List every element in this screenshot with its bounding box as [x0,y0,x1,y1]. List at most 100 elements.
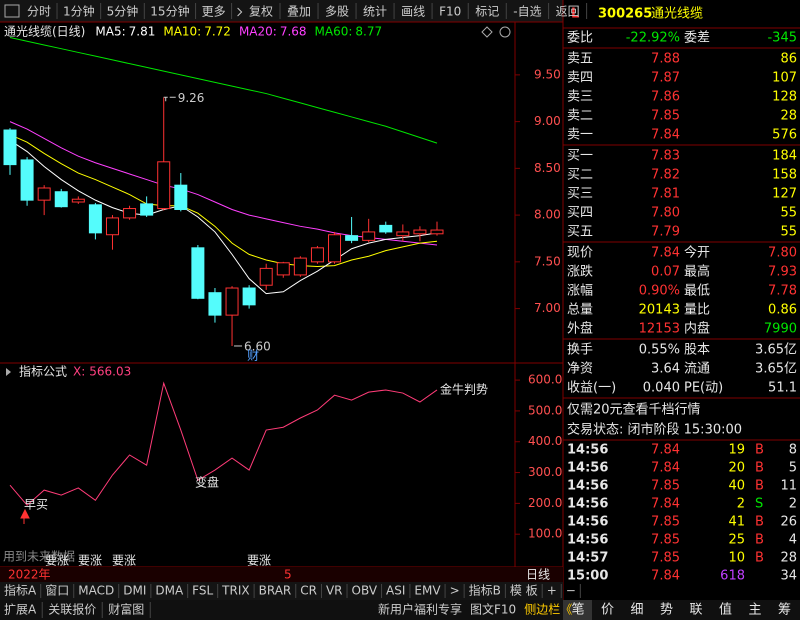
quote-tab[interactable]: 联 [689,603,702,618]
quote-tab[interactable]: 势 [660,602,673,618]
book-price: 7.84 [651,128,680,143]
toolbar-button[interactable]: -自选 [513,5,541,19]
status-button[interactable]: 财富图 [108,602,144,617]
book-label: 卖一 [567,128,593,143]
ma-label: MA20: [239,25,277,39]
field-label: 委差 [684,31,710,46]
candle-body [276,262,290,276]
toolbar-button[interactable]: F10 [439,5,461,19]
toolbar-button[interactable]: 多股 [325,5,349,19]
status-button[interactable]: 扩展A [4,603,37,617]
quote-tab[interactable]: 价 [601,603,614,618]
indicator-tab[interactable]: BRAR [259,584,292,598]
note-label: 要涨 [78,553,102,568]
status-button[interactable]: 关联报价 [48,602,96,617]
status-button[interactable]: 侧边栏《 [524,602,572,617]
toolbar-button[interactable]: 叠加 [287,5,311,19]
promo-link[interactable]: 仅需20元查看千档行情 [567,402,701,418]
ma-value: 7.81 [129,25,156,39]
indicator-tab[interactable]: FSL [192,584,213,598]
toolbar-button[interactable]: 分时 [27,5,51,19]
field-label: 涨跌 [567,264,593,280]
y-tick-label: 7.00 [534,301,561,315]
field-label: 股本 [684,343,710,358]
indicator-tab[interactable]: − [566,584,576,598]
field-label: 最高 [684,264,710,280]
toolbar-button[interactable]: 更多 [202,5,226,19]
indicator-tab[interactable]: EMV [414,584,441,598]
field-label: PE(动) [684,381,723,396]
indicator-tab[interactable]: ASI [386,584,405,598]
icon[interactable] [499,26,511,38]
toolbar-button[interactable]: 1分钟 [63,4,95,19]
book-volume: 55 [780,206,797,221]
toolbar-button[interactable]: 画线 [401,5,425,19]
indicator-tab[interactable]: OBV [352,584,378,598]
tick-time: 14:57 [567,551,608,566]
book-volume: 576 [772,128,797,143]
indicator-line [9,381,438,506]
tick-count: 26 [780,515,797,530]
tick-price: 7.85 [651,551,680,566]
icon[interactable] [481,26,493,38]
toolbar-button[interactable]: 返回 [556,5,580,19]
book-price: 7.86 [651,90,680,105]
indicator-tab[interactable]: VR [326,584,343,598]
indicator-value: 566.03 [89,365,131,379]
indicator-tab[interactable]: TRIX [221,584,249,598]
note-label: 用到未来数据 [3,549,75,564]
candle-body [37,187,51,201]
menu-icon[interactable] [4,4,20,18]
tick-volume: 618 [720,569,745,584]
tick-side: B [755,443,764,458]
book-price: 7.85 [651,109,680,124]
tick-time: 15:00 [567,569,608,584]
field-label: 收益(一) [567,381,616,396]
signal-label: 早买 [24,498,48,512]
event-marker[interactable]: 财 [247,348,259,362]
candle-body [328,234,342,263]
candle-body [140,203,154,216]
tick-time: 14:56 [567,443,608,458]
indicator-tab[interactable]: 指标B [469,583,501,598]
y-tick-label: 7.50 [534,254,561,268]
status-button[interactable]: 图文F10 [470,602,516,617]
indicator-tab[interactable]: CR [300,584,317,598]
toolbar-button[interactable]: 5分钟 [107,4,139,19]
quote-tab[interactable]: 值 [719,602,732,618]
book-volume: 184 [772,149,797,164]
quote-tab[interactable]: 筹 [778,602,791,618]
note-label: 要涨 [112,553,136,568]
indicator-tab[interactable]: 窗口 [45,584,69,598]
ma-line [9,36,438,144]
toolbar-button[interactable]: 标记 [475,5,499,19]
quote-tab[interactable]: 细 [630,603,643,618]
y-tick-label: 400.0 [528,434,562,448]
toolbar-button[interactable]: 15分钟 [150,4,189,19]
book-label: 卖三 [567,90,593,105]
book-price: 7.79 [651,225,680,240]
tick-volume: 25 [728,533,745,548]
book-price: 7.88 [651,52,680,67]
field-label: 量比 [684,303,710,318]
quote-tab[interactable]: 主 [748,603,761,618]
indicator-tab[interactable]: MACD [78,584,114,598]
tick-volume: 40 [728,479,745,494]
indicator-tab[interactable]: + [547,584,557,598]
y-tick-label: 600.0 [528,373,562,387]
flag: L [571,7,579,22]
toolbar-button[interactable]: 复权 [249,5,273,19]
indicator-tab[interactable]: DMI [123,584,146,598]
more-arrow[interactable] [237,7,243,17]
tick-count: 34 [780,569,797,584]
indicator-tab[interactable]: 模 板 [510,584,538,598]
indicator-tab[interactable]: 指标A [4,583,37,598]
tick-time: 14:56 [567,533,608,548]
field-value: 3.65亿 [755,343,797,358]
quote-tab[interactable]: 笔 [571,602,584,618]
toolbar-button[interactable]: 统计 [363,5,387,19]
status-button[interactable]: 新用户福利专享 [378,602,462,617]
indicator-tab[interactable]: DMA [155,584,184,598]
indicator-tab[interactable]: > [450,584,460,598]
icon[interactable] [6,368,11,376]
